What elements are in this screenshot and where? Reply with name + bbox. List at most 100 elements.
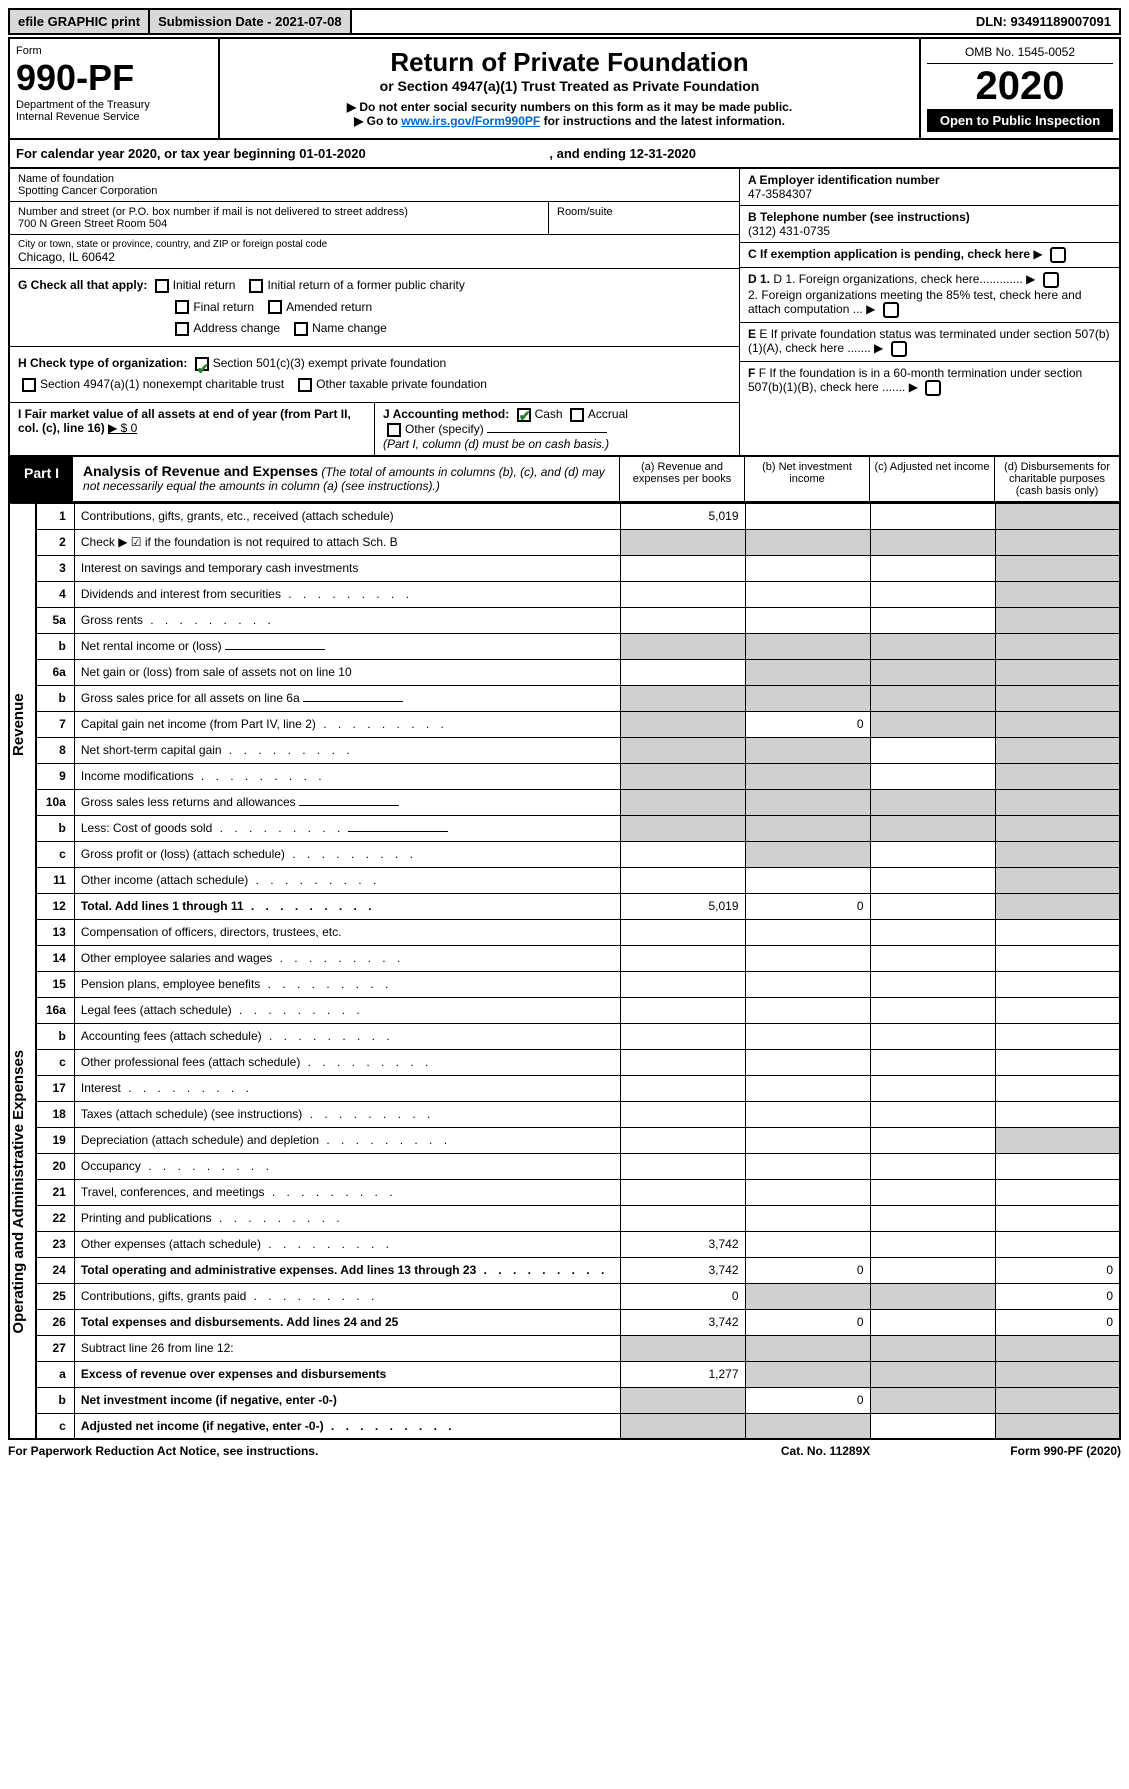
table-row: 4Dividends and interest from securities xyxy=(36,581,1120,607)
side-expenses: Operating and Administrative Expenses xyxy=(10,945,35,1439)
checkbox-accrual[interactable] xyxy=(570,408,584,422)
line-label: Total. Add lines 1 through 11 xyxy=(74,893,620,919)
line-number: 6a xyxy=(36,659,74,685)
checkbox-amended[interactable] xyxy=(268,300,282,314)
checkbox-d1[interactable] xyxy=(1043,272,1059,288)
amount-cell xyxy=(870,711,995,737)
line-number: 21 xyxy=(36,1179,74,1205)
tax-year: 2020 xyxy=(927,64,1113,109)
amount-cell xyxy=(620,1179,745,1205)
c-label: C If exemption application is pending, c… xyxy=(748,247,1030,261)
amount-cell: 3,742 xyxy=(620,1231,745,1257)
amount-cell xyxy=(870,1361,995,1387)
line-label: Adjusted net income (if negative, enter … xyxy=(74,1413,620,1439)
amount-cell: 5,019 xyxy=(620,503,745,529)
amount-cell xyxy=(995,633,1120,659)
omb-number: OMB No. 1545-0052 xyxy=(927,45,1113,64)
checkbox-other-taxable[interactable] xyxy=(298,378,312,392)
irs-link[interactable]: www.irs.gov/Form990PF xyxy=(401,114,540,128)
checkbox-other-method[interactable] xyxy=(387,423,401,437)
amount-cell xyxy=(995,1179,1120,1205)
amount-cell xyxy=(995,737,1120,763)
checkbox-final-return[interactable] xyxy=(175,300,189,314)
line-label: Contributions, gifts, grants, etc., rece… xyxy=(74,503,620,529)
amount-cell xyxy=(870,971,995,997)
checkbox-c[interactable] xyxy=(1050,247,1066,263)
amount-cell xyxy=(995,1413,1120,1439)
line-label: Other income (attach schedule) xyxy=(74,867,620,893)
line-label: Other employee salaries and wages xyxy=(74,945,620,971)
room-label: Room/suite xyxy=(557,206,731,218)
amount-cell xyxy=(995,789,1120,815)
checkbox-address-change[interactable] xyxy=(175,322,189,336)
line-number: 19 xyxy=(36,1127,74,1153)
amount-cell xyxy=(995,1153,1120,1179)
amount-cell xyxy=(870,1257,995,1283)
table-row: 20Occupancy xyxy=(36,1153,1120,1179)
line-label: Interest on savings and temporary cash i… xyxy=(74,555,620,581)
g-opt-1: Initial return of a former public charit… xyxy=(267,278,464,292)
checkbox-initial-return[interactable] xyxy=(155,279,169,293)
amount-cell xyxy=(745,789,870,815)
line-number: c xyxy=(36,1413,74,1439)
amount-cell xyxy=(870,919,995,945)
amount-cell xyxy=(995,867,1120,893)
line-number: 12 xyxy=(36,893,74,919)
amount-cell xyxy=(870,789,995,815)
amount-cell xyxy=(745,1101,870,1127)
amount-cell xyxy=(620,997,745,1023)
table-row: 3Interest on savings and temporary cash … xyxy=(36,555,1120,581)
h-opt-2: Section 4947(a)(1) nonexempt charitable … xyxy=(40,377,284,391)
checkbox-4947[interactable] xyxy=(22,378,36,392)
line-number: 25 xyxy=(36,1283,74,1309)
line-number: 18 xyxy=(36,1101,74,1127)
amount-cell xyxy=(620,1023,745,1049)
section-g: G Check all that apply: Initial return I… xyxy=(10,269,739,347)
checkbox-501c3[interactable] xyxy=(195,357,209,371)
amount-cell xyxy=(995,1387,1120,1413)
amount-cell xyxy=(620,1387,745,1413)
col-b: (b) Net investment income xyxy=(744,457,869,501)
line-label: Income modifications xyxy=(74,763,620,789)
amount-cell: 0 xyxy=(995,1309,1120,1335)
line-label: Check ▶ ☑ if the foundation is not requi… xyxy=(74,529,620,555)
line-item-table: 1Contributions, gifts, grants, etc., rec… xyxy=(35,503,1121,1441)
main-table-wrap: Revenue Operating and Administrative Exp… xyxy=(8,503,1121,1441)
amount-cell xyxy=(995,529,1120,555)
line-number: 17 xyxy=(36,1075,74,1101)
table-row: bNet rental income or (loss) xyxy=(36,633,1120,659)
id-right: A Employer identification number 47-3584… xyxy=(739,169,1119,455)
table-row: 27Subtract line 26 from line 12: xyxy=(36,1335,1120,1361)
checkbox-name-change[interactable] xyxy=(294,322,308,336)
g-label: G Check all that apply: xyxy=(18,278,147,292)
amount-cell xyxy=(995,1205,1120,1231)
amount-cell xyxy=(870,555,995,581)
table-row: 1Contributions, gifts, grants, etc., rec… xyxy=(36,503,1120,529)
amount-cell xyxy=(870,867,995,893)
amount-cell xyxy=(745,659,870,685)
table-row: 24Total operating and administrative exp… xyxy=(36,1257,1120,1283)
amount-cell xyxy=(745,1179,870,1205)
amount-cell xyxy=(745,945,870,971)
table-row: bAccounting fees (attach schedule) xyxy=(36,1023,1120,1049)
amount-cell xyxy=(870,815,995,841)
line-number: b xyxy=(36,685,74,711)
amount-cell xyxy=(745,841,870,867)
amount-cell xyxy=(620,1205,745,1231)
checkbox-e[interactable] xyxy=(891,341,907,357)
line-label: Other professional fees (attach schedule… xyxy=(74,1049,620,1075)
efile-print-button[interactable]: efile GRAPHIC print xyxy=(10,10,150,33)
checkbox-cash[interactable] xyxy=(517,408,531,422)
checkbox-initial-former[interactable] xyxy=(249,279,263,293)
table-row: 5aGross rents xyxy=(36,607,1120,633)
line-number: 14 xyxy=(36,945,74,971)
line-number: c xyxy=(36,841,74,867)
checkbox-d2[interactable] xyxy=(883,302,899,318)
amount-cell xyxy=(870,841,995,867)
amount-cell xyxy=(870,1413,995,1439)
side-labels: Revenue Operating and Administrative Exp… xyxy=(8,503,35,1441)
amount-cell xyxy=(870,763,995,789)
table-row: cGross profit or (loss) (attach schedule… xyxy=(36,841,1120,867)
amount-cell xyxy=(995,893,1120,919)
checkbox-f[interactable] xyxy=(925,380,941,396)
